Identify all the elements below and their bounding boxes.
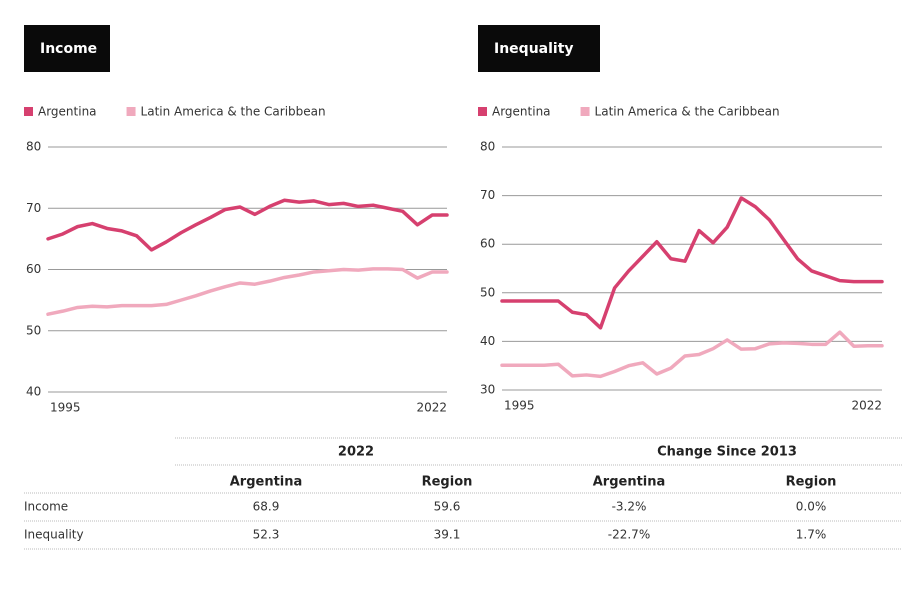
y-tick-label: 40 — [480, 334, 495, 348]
legend-label: Argentina — [38, 105, 97, 119]
table-cell: 0.0% — [796, 500, 827, 514]
column-header: Region — [786, 475, 837, 490]
x-tick-label: 2022 — [416, 401, 447, 415]
x-tick-label: 1995 — [50, 401, 81, 415]
legend-label: Latin America & the Caribbean — [141, 105, 326, 119]
x-tick-label: 2022 — [851, 399, 882, 413]
table-cell: 52.3 — [253, 528, 280, 542]
y-tick-label: 50 — [480, 285, 495, 299]
table-cell: 59.6 — [434, 500, 461, 514]
table-cell: 68.9 — [253, 500, 280, 514]
y-tick-label: 80 — [26, 140, 41, 154]
column-header: Argentina — [230, 475, 303, 490]
table-cell: 1.7% — [796, 528, 827, 542]
column-header: Argentina — [593, 475, 666, 490]
title-box — [24, 25, 110, 72]
y-tick-label: 40 — [26, 385, 41, 399]
y-tick-label: 70 — [480, 188, 495, 202]
series-line — [500, 330, 884, 379]
title-box — [478, 25, 600, 72]
chart-title: Income — [40, 41, 97, 57]
group-header: Change Since 2013 — [657, 445, 797, 460]
legend-label: Latin America & the Caribbean — [595, 105, 780, 119]
x-tick-label: 1995 — [504, 399, 535, 413]
legend-label: Argentina — [492, 105, 551, 119]
y-tick-label: 30 — [480, 383, 495, 397]
group-header: 2022 — [338, 445, 374, 460]
row-label: Inequality — [24, 528, 84, 542]
legend-swatch — [24, 107, 33, 116]
series-line — [46, 198, 449, 252]
table-cell: -22.7% — [608, 528, 650, 542]
y-tick-label: 60 — [26, 262, 41, 276]
legend-swatch — [580, 107, 590, 116]
y-tick-label: 50 — [26, 323, 41, 337]
series-line — [46, 267, 449, 316]
series-line — [500, 196, 884, 330]
table-cell: 39.1 — [434, 528, 461, 542]
legend-swatch — [478, 107, 487, 116]
column-header: Region — [422, 475, 473, 490]
table-cell: -3.2% — [612, 500, 647, 514]
y-tick-label: 60 — [480, 237, 495, 251]
chart-title: Inequality — [494, 41, 574, 57]
legend-swatch — [126, 107, 136, 116]
row-label: Income — [24, 500, 68, 514]
y-tick-label: 70 — [26, 201, 41, 215]
y-tick-label: 80 — [480, 140, 495, 154]
